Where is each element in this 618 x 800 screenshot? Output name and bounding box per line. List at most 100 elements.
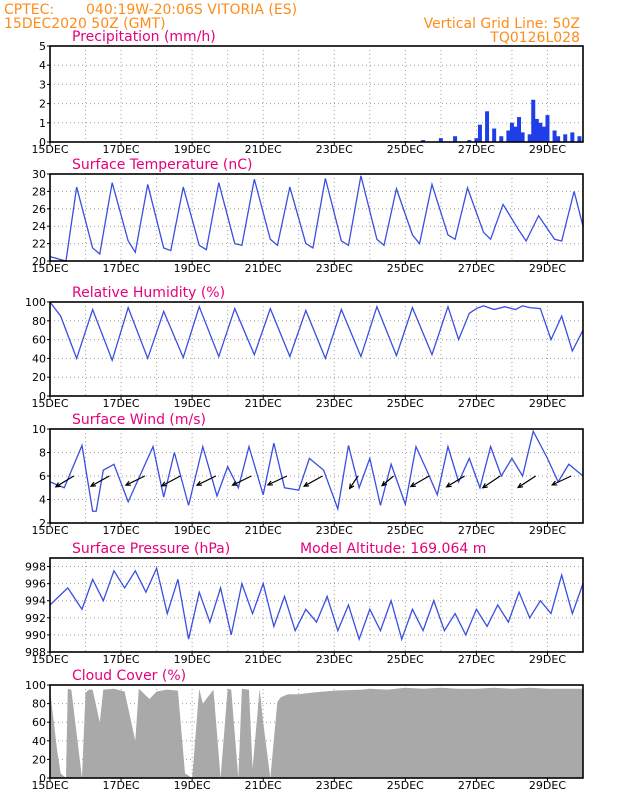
x-tick-label: 17DEC (103, 397, 140, 410)
y-tick-label: 40 (32, 352, 46, 365)
precip-bar (520, 132, 525, 142)
wind-arrow (232, 475, 252, 486)
y-tick-label: 24 (32, 220, 46, 233)
x-tick-label: 27DEC (458, 653, 495, 666)
x-tick-label: 19DEC (174, 779, 211, 792)
panel-title: Cloud Cover (%) (72, 668, 186, 684)
x-tick-label: 17DEC (103, 143, 140, 156)
precip-bar (552, 130, 557, 142)
y-tick-label: 990 (25, 629, 46, 642)
y-tick-label: 10 (32, 423, 46, 436)
x-tick-label: 21DEC (245, 262, 282, 275)
x-tick-label: 29DEC (529, 653, 566, 666)
x-tick-label: 29DEC (529, 143, 566, 156)
precip-bar (570, 132, 575, 142)
wind-arrow (381, 475, 394, 487)
x-tick-label: 25DEC (387, 524, 424, 537)
wind-arrow-head (445, 482, 452, 488)
x-tick-label: 17DEC (103, 653, 140, 666)
panel-title: Surface Temperature (nC) (72, 157, 253, 173)
y-tick-label: 80 (32, 698, 46, 711)
x-tick-label: 17DEC (103, 779, 140, 792)
panel-4: 988 990 992 994 996 998 Surface Pressure (hPa)… (25, 541, 584, 666)
x-tick-label: 27DEC (458, 524, 495, 537)
y-tick-label: 20 (32, 753, 46, 766)
wind-arrow (90, 475, 110, 487)
panel-1: 20 22 24 26 28 30 Surface Temperature (nC) 15DE… (31, 157, 584, 275)
x-tick-label: 29DEC (529, 397, 566, 410)
precip-bar (477, 124, 482, 142)
panel-annotation: Model Altitude: 169.064 m (300, 541, 486, 557)
panels: 0 1 2 3 4 5 Precipitation (mm/h) 15DEC 17DEC 19DE… (25, 29, 584, 792)
precip-bar (421, 140, 426, 142)
y-tick-label: 3 (39, 78, 46, 91)
wind-arrow-head (409, 482, 416, 488)
precip-bar (467, 140, 472, 142)
y-tick-label: 996 (25, 578, 46, 591)
x-tick-label: 29DEC (529, 524, 566, 537)
series-line (49, 566, 584, 642)
y-tick-label: 30 (32, 168, 46, 181)
wind-arrow-head (231, 480, 238, 486)
x-tick-label: 23DEC (316, 397, 353, 410)
wind-arrow-head (124, 480, 131, 486)
y-tick-label: 6 (39, 470, 46, 483)
header-source: CPTEC: (4, 2, 54, 18)
y-tick-label: 0 (39, 772, 46, 785)
panel-frame (49, 557, 584, 653)
header-grid-note: Vertical Grid Line: 50Z (424, 16, 580, 32)
x-tick-label: 27DEC (458, 397, 495, 410)
wind-arrow-head (481, 483, 488, 489)
x-tick-label: 25DEC (387, 262, 424, 275)
y-tick-label: 40 (32, 735, 46, 748)
y-tick-label: 20 (32, 255, 46, 268)
panel-title: Relative Humidity (%) (72, 285, 225, 301)
x-tick-label: 15DEC (31, 779, 68, 792)
y-tick-label: 100 (25, 679, 46, 692)
y-tick-label: 0 (39, 390, 46, 403)
wind-arrow-head (381, 480, 388, 487)
x-tick-label: 23DEC (316, 779, 353, 792)
panel-title: Surface Wind (m/s) (72, 412, 206, 428)
precip-bar (517, 117, 522, 142)
x-tick-label: 23DEC (316, 262, 353, 275)
y-tick-label: 80 (32, 315, 46, 328)
precip-bar (438, 138, 443, 142)
panel-3: 2 4 6 8 10 Surface Wind (m/s) 15DEC 17DEC 19DEC 2… (31, 412, 584, 537)
cloud-cover-area (50, 687, 583, 778)
panel-title: Surface Pressure (hPa) (72, 541, 230, 557)
y-tick-label: 994 (25, 595, 46, 608)
wind-arrow (161, 475, 181, 487)
precip-bar (492, 128, 497, 142)
y-tick-label: 0 (39, 136, 46, 149)
precip-bar (474, 138, 479, 142)
wind-arrow (446, 475, 465, 488)
x-tick-label: 23DEC (316, 524, 353, 537)
wind-arrow-head (302, 481, 310, 487)
precip-bar (506, 130, 511, 142)
x-tick-label: 15DEC (31, 653, 68, 666)
x-tick-label: 15DEC (31, 143, 68, 156)
precip-bar (531, 99, 536, 142)
series-line (49, 175, 584, 262)
x-tick-label: 27DEC (458, 779, 495, 792)
precip-bar (499, 136, 504, 142)
x-tick-label: 25DEC (387, 779, 424, 792)
panel-frame (49, 301, 584, 397)
precip-bar (509, 122, 514, 142)
x-tick-label: 27DEC (458, 143, 495, 156)
x-tick-label: 19DEC (174, 143, 211, 156)
precip-bar (534, 118, 539, 142)
wind-arrow-head (195, 480, 203, 486)
y-tick-label: 2 (39, 517, 46, 530)
y-tick-label: 4 (39, 59, 46, 72)
x-tick-label: 21DEC (245, 653, 282, 666)
wind-arrow (196, 475, 217, 486)
wind-arrow (551, 475, 572, 486)
x-tick-label: 17DEC (103, 262, 140, 275)
panel-frame (49, 173, 584, 262)
x-tick-label: 21DEC (245, 524, 282, 537)
precip-bar (541, 126, 546, 142)
panel-frame (49, 428, 584, 524)
